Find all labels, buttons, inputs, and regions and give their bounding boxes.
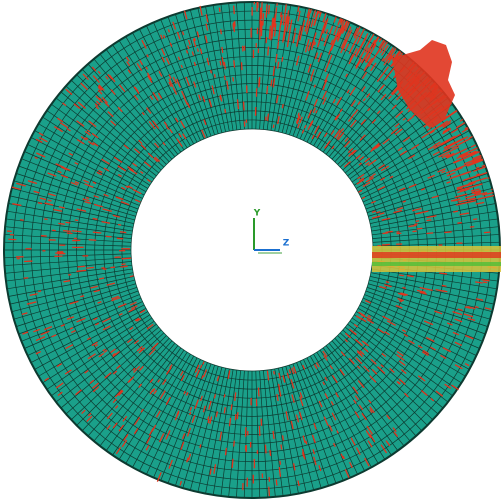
page: Y Z (() => { const data = JSON.parse(doc…	[0, 0, 501, 500]
ring-line	[131, 129, 373, 371]
mesh-view: Y Z	[0, 0, 501, 500]
load-band-detail	[372, 262, 501, 266]
load-band-detail	[372, 252, 501, 258]
y-label: Y	[253, 209, 261, 219]
load-band	[372, 246, 501, 272]
z-label: Z	[283, 239, 290, 249]
axis-triad: Y Z	[253, 209, 290, 254]
